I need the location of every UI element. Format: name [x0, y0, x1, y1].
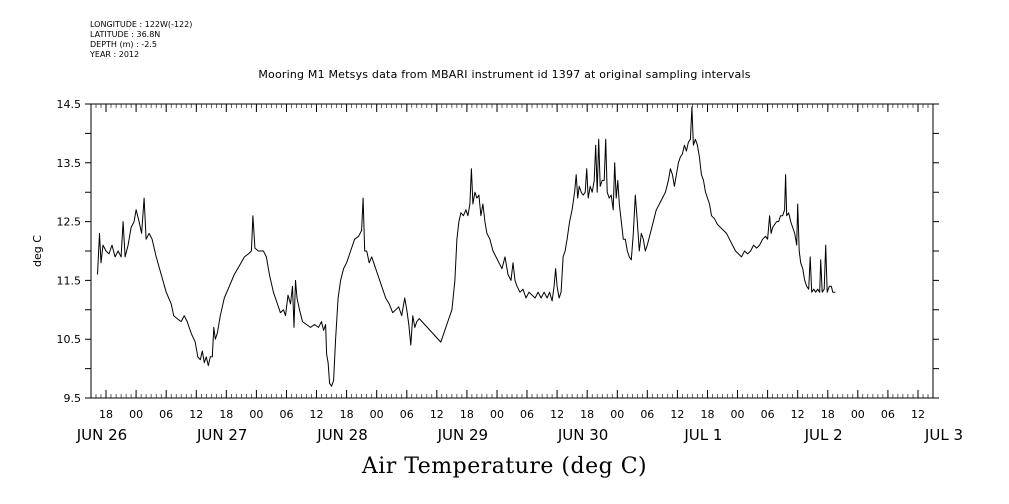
x-hour-label: 12: [670, 408, 684, 421]
x-hour-label: 00: [851, 408, 865, 421]
x-hour-label: 12: [310, 408, 324, 421]
x-major-ticks: [105, 104, 919, 398]
axes-layer: [85, 103, 939, 399]
year-text: YEAR : 2012: [90, 50, 140, 59]
x-hour-label: 06: [640, 408, 654, 421]
x-hour-label: 06: [881, 408, 895, 421]
x-hour-label: 06: [520, 408, 534, 421]
tick-labels-layer: 9.5 10.5 11.5 12.5 13.5 14.5 deg C 18 00 06 12 18 00…: [31, 98, 963, 444]
latitude-text: LATITUDE : 36.8N: [90, 30, 161, 39]
y-axis-title: deg C: [31, 235, 44, 267]
chart-title: Mooring M1 Metsys data from MBARI instru…: [258, 68, 751, 81]
series-layer: [97, 106, 836, 387]
x-hour-label: 00: [129, 408, 143, 421]
x-date-label: JUN 29: [437, 426, 488, 444]
plot-frame: [90, 103, 934, 399]
x-date-label: JUL 2: [804, 426, 843, 444]
x-hour-label: 12: [791, 408, 805, 421]
x-minor-ticks: [90, 104, 934, 398]
y-tick-label: 14.5: [57, 98, 82, 111]
x-hour-label: 06: [400, 408, 414, 421]
x-hour-label: 18: [99, 408, 113, 421]
x-hour-label: 00: [490, 408, 504, 421]
x-hour-label: 18: [340, 408, 354, 421]
x-hour-label: 00: [731, 408, 745, 421]
x-hour-label: 18: [219, 408, 233, 421]
y-tick-label: 12.5: [57, 216, 82, 229]
x-hour-label: 00: [370, 408, 384, 421]
x-hour-label: 12: [911, 408, 925, 421]
x-hour-label: 18: [821, 408, 835, 421]
x-hour-label: 18: [580, 408, 594, 421]
x-axis-title: Air Temperature (deg C): [361, 454, 648, 479]
x-date-label: JUL 3: [924, 426, 963, 444]
y-ticks: [85, 103, 939, 399]
x-hour-label: 12: [550, 408, 564, 421]
x-hour-label: 18: [700, 408, 714, 421]
x-hour-label: 00: [610, 408, 624, 421]
x-hour-label: 06: [761, 408, 775, 421]
x-date-label: JUN 27: [196, 426, 247, 444]
x-date-label: JUN 30: [557, 426, 608, 444]
x-hour-label: 12: [189, 408, 203, 421]
y-tick-label: 13.5: [57, 157, 82, 170]
x-hour-label: 06: [279, 408, 293, 421]
metadata-block: LONGITUDE : 122W(-122) LATITUDE : 36.8N …: [90, 20, 192, 60]
x-hour-label: 00: [249, 408, 263, 421]
x-hour-label: 06: [159, 408, 173, 421]
y-tick-label: 9.5: [64, 392, 82, 405]
series-line: [97, 106, 836, 387]
x-date-label: JUL 1: [683, 426, 722, 444]
longitude-text: LONGITUDE : 122W(-122): [90, 20, 193, 29]
depth-text: DEPTH (m) : -2.5: [90, 40, 157, 49]
x-date-label: JUN 28: [316, 426, 367, 444]
y-tick-label: 10.5: [57, 333, 82, 346]
x-hour-label: 18: [460, 408, 474, 421]
y-tick-label: 11.5: [57, 274, 82, 287]
x-date-label: JUN 26: [76, 426, 127, 444]
x-hour-label: 12: [430, 408, 444, 421]
